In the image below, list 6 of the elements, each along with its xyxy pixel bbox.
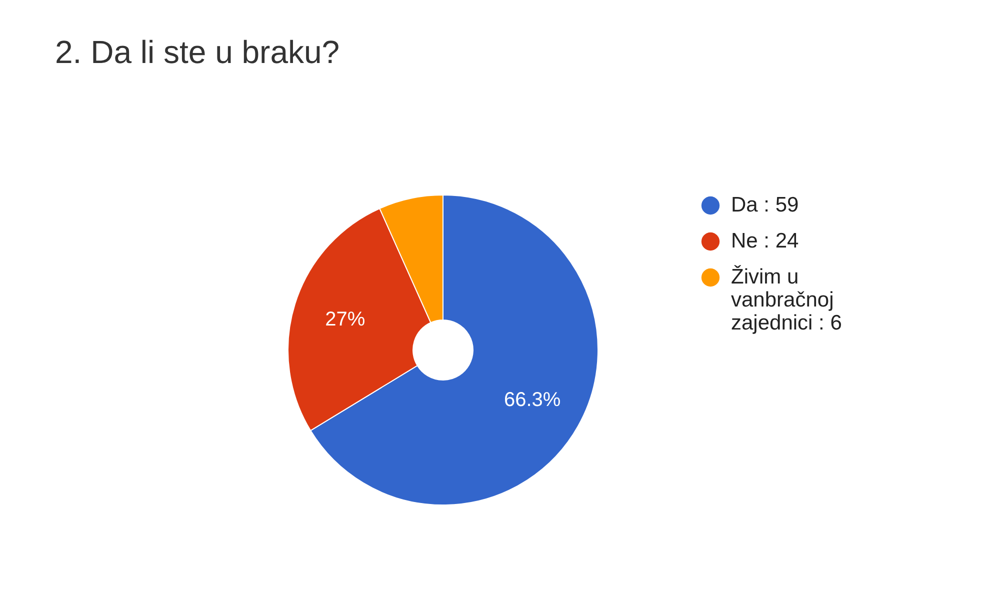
data-label: 66.3% (504, 389, 561, 412)
legend-label: Živim u vanbračnoj zajednici : 6 (731, 264, 842, 334)
data-label: 27% (325, 308, 366, 331)
chart-title: 2. Da li ste u braku? (55, 34, 340, 70)
legend-label: Da : 59 (731, 194, 799, 216)
legend-label: Ne : 24 (731, 230, 800, 252)
